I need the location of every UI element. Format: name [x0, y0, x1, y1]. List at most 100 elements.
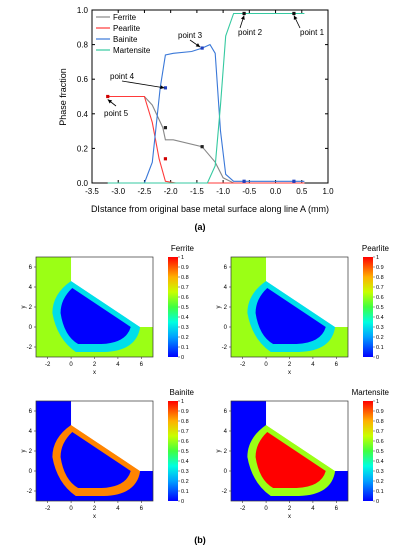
y-tick-group: 0.0 0.2 0.4 0.6 0.8 1.0	[77, 6, 328, 188]
data-point	[292, 179, 296, 183]
data-point	[200, 145, 204, 149]
colorbar-tick-label: 0	[181, 499, 184, 505]
heatmap-y-tick-label: 6	[224, 409, 228, 415]
colorbar-tick-label: 0.4	[181, 315, 189, 321]
heatmap-y-label: y	[216, 450, 222, 453]
heatmap-y-tick-label: -2	[222, 345, 228, 351]
heatmap-y-label: y	[21, 306, 27, 309]
colorbar-tick-label: 0.6	[181, 439, 189, 445]
colorbar-tick-label: 0.2	[181, 335, 189, 341]
x-tick-label: -2.0	[164, 187, 178, 196]
annotation-arrowhead	[293, 15, 298, 20]
heatmap-y-tick-label: 2	[224, 449, 228, 455]
heatmap-x-tick-label: 4	[116, 506, 120, 512]
x-axis-label: DIstance from original base metal surfac…	[91, 204, 329, 214]
heatmap-x-label: x	[288, 370, 291, 376]
colorbar-tick-label: 0.7	[376, 285, 384, 291]
heatmap-y-tick-label: 6	[224, 265, 228, 271]
heatmap-x-label: x	[288, 514, 291, 520]
colorbar-tick-label: 0.6	[181, 295, 189, 301]
colorbar-tick-label: 0.3	[181, 469, 189, 475]
data-point	[106, 94, 110, 99]
weld-region	[255, 288, 326, 344]
annotation-arrowhead	[195, 43, 201, 48]
data-point	[163, 126, 168, 130]
colorbar	[168, 401, 178, 501]
heatmap-x-tick-label: 6	[140, 506, 144, 512]
heatmap-y-tick-label: 2	[29, 305, 33, 311]
heatmap-white-wedge	[266, 401, 348, 471]
colorbar-tick-label: 1	[181, 255, 184, 261]
heatmap-white-wedge	[71, 401, 153, 471]
colorbar-tick-label: 0.3	[376, 469, 384, 475]
heatmap-y-tick-label: 6	[29, 409, 33, 415]
heatmap-y-label: y	[21, 450, 27, 453]
y-axis-label: Phase fraction	[58, 68, 68, 126]
data-point	[200, 46, 204, 50]
colorbar-tick-label: 0.2	[376, 335, 384, 341]
heatmap-x-tick-label: 4	[116, 362, 120, 368]
colorbar-tick-label: 0.7	[181, 429, 189, 435]
colorbar-tick-label: 0.2	[376, 479, 384, 485]
colorbar-tick-label: 1	[376, 255, 379, 261]
marker-group	[106, 11, 296, 183]
heatmap-y-tick-label: 6	[29, 265, 33, 271]
heatmap-y-tick-label: 4	[29, 429, 33, 435]
colorbar-tick-label: 0.1	[376, 489, 384, 495]
heatmap-x-tick-label: 6	[335, 362, 339, 368]
x-tick-label: -1.5	[190, 187, 204, 196]
colorbar-tick-label: 0.1	[376, 345, 384, 351]
colorbar-tick-label: 0	[181, 355, 184, 361]
y-tick-label: 1.0	[77, 6, 89, 15]
heatmap-bainite: -2 0 2 4 6 -2 0 2 4 6 x y Bainite 0 0.1 0.2 0.3 0.4 0.5 0.6…	[21, 388, 195, 520]
x-tick-label: 1.0	[322, 187, 334, 196]
heatmap-title: Ferrite	[171, 244, 195, 253]
heatmap-y-tick-label: 0	[29, 325, 33, 331]
heatmap-title: Bainite	[170, 388, 195, 397]
annotation-label: point 4	[110, 72, 135, 81]
heatmap-x-tick-label: 0	[69, 506, 73, 512]
colorbar-tick-label: 0.7	[181, 285, 189, 291]
heatmap-x-tick-label: 0	[69, 362, 73, 368]
series-group	[107, 12, 305, 184]
colorbar-tick-label: 0.8	[181, 419, 189, 425]
colorbar-tick-label: 0.5	[376, 449, 384, 455]
colorbar-tick-label: 0.1	[181, 345, 189, 351]
annotation-group: point 1 point 2 point 3 point 4 point 5	[104, 15, 325, 118]
series-line-martensite	[107, 12, 305, 184]
heatmap-y-tick-label: 0	[29, 469, 33, 475]
colorbar	[168, 257, 178, 357]
y-tick-label: 0.2	[77, 144, 89, 153]
legend-label: Martensite	[113, 46, 151, 55]
heatmap-y-tick-label: -2	[27, 345, 33, 351]
heatmap-x-label: x	[93, 370, 96, 376]
colorbar-tick-label: 0.4	[376, 459, 384, 465]
heatmap-white-wedge	[266, 257, 348, 327]
heatmap-y-tick-label: 4	[29, 285, 33, 291]
legend-label: Ferrite	[113, 13, 137, 22]
series-line-ferrite	[107, 95, 305, 184]
heatmap-y-tick-label: 2	[29, 449, 33, 455]
annotation-label: point 3	[178, 31, 203, 40]
heatmap-y-tick-label: 4	[224, 285, 228, 291]
data-point	[163, 157, 168, 161]
y-tick-label: 0.0	[77, 179, 89, 188]
y-tick-label: 0.6	[77, 75, 89, 84]
colorbar-tick-label: 0.8	[376, 419, 384, 425]
heatmap-x-tick-label: 2	[288, 506, 292, 512]
heatmap-y-tick-label: 0	[224, 469, 228, 475]
heatmap-x-tick-label: 0	[264, 506, 268, 512]
colorbar	[363, 257, 373, 357]
phase-fraction-line-chart: -3.5 -3.0 -2.5 -2.0 -1.5 -1.0 -0.5 0.0 0.5 1.0 0.…	[58, 6, 334, 232]
colorbar-tick-label: 1	[376, 399, 379, 405]
colorbar-tick-label: 0.1	[181, 489, 189, 495]
heatmap-x-tick-label: -2	[240, 362, 246, 368]
colorbar-tick-label: 0.9	[376, 265, 384, 271]
heatmap-x-tick-label: 4	[311, 362, 315, 368]
legend-label: Pearlite	[113, 24, 141, 33]
colorbar-tick-label: 0.2	[181, 479, 189, 485]
annotation-arrowhead	[160, 85, 165, 90]
x-tick-group: -3.5 -3.0 -2.5 -2.0 -1.5 -1.0 -0.5 0.0 0.5 1.0	[85, 10, 334, 196]
heatmap-y-tick-label: -2	[27, 489, 33, 495]
colorbar-tick-label: 0.5	[181, 449, 189, 455]
